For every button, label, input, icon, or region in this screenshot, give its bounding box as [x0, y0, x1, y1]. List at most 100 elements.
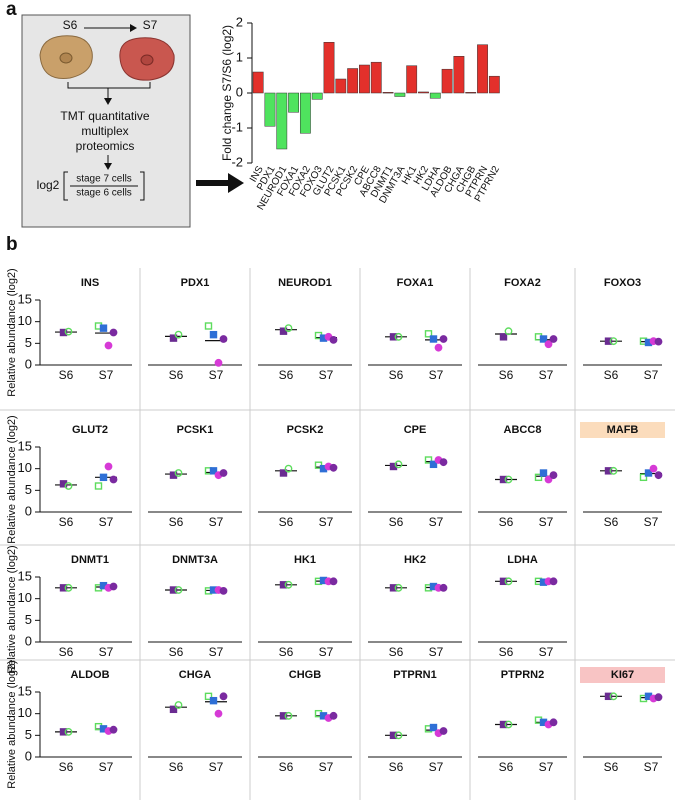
nucleus [59, 52, 73, 64]
data-point [284, 580, 293, 589]
data-point [504, 720, 513, 729]
big-arrow [196, 173, 244, 193]
data-point [389, 731, 398, 740]
y-axis-label: Relative abundance (log2) [6, 660, 18, 788]
bracket [63, 171, 145, 201]
data-point [64, 327, 73, 336]
group-label: S7 [209, 760, 224, 774]
data-point [549, 335, 558, 343]
group-label: S6 [389, 645, 404, 659]
y-tick-label: 5 [25, 335, 32, 350]
bar [465, 92, 477, 94]
data-point [534, 473, 543, 482]
panel-title: PCSK2 [287, 424, 324, 436]
data-point [174, 701, 183, 709]
y-tick-label: 15 [18, 568, 32, 583]
y-tick-label: 0 [25, 356, 32, 371]
data-point [544, 475, 553, 484]
data-point [394, 332, 403, 341]
group-label: S7 [429, 368, 444, 382]
data-point [329, 335, 338, 344]
bar [418, 91, 429, 94]
data-point [434, 343, 443, 352]
data-point [209, 330, 218, 339]
bar [394, 92, 406, 97]
y-tick-label: 15 [18, 683, 32, 698]
bar [299, 92, 311, 134]
data-point [609, 692, 618, 701]
bar [335, 78, 347, 94]
bar [488, 75, 500, 94]
method-text: TMT quantitative [60, 109, 149, 123]
data-point [549, 718, 558, 727]
group-label: S6 [169, 515, 184, 529]
group-label: S7 [99, 645, 114, 659]
group-label: S6 [499, 645, 514, 659]
data-point [279, 581, 288, 589]
bar [477, 44, 488, 94]
group-label: S6 [59, 515, 74, 529]
group-label: S7 [319, 645, 334, 659]
panel-title: HK1 [294, 554, 316, 566]
bar [276, 92, 288, 150]
panel-title: CPE [404, 424, 427, 436]
data-point [439, 335, 448, 343]
bar [323, 42, 335, 94]
group-label: S6 [389, 368, 404, 382]
data-point [109, 475, 118, 484]
panel-title: HK2 [404, 554, 426, 566]
y-tick-label: 10 [18, 590, 32, 605]
data-point [204, 692, 213, 701]
data-point [64, 583, 73, 592]
data-point [504, 577, 513, 586]
panel-title: ABCC8 [504, 424, 542, 436]
panel-title: INS [81, 277, 99, 289]
data-point [609, 337, 618, 346]
group-label: S6 [499, 515, 514, 529]
data-point [219, 469, 228, 477]
data-point [59, 584, 68, 592]
data-point [169, 586, 178, 594]
panel-title: CHGB [289, 669, 321, 681]
group-label: S6 [389, 760, 404, 774]
data-point [99, 473, 108, 482]
data-point [604, 337, 613, 345]
data-point [169, 334, 178, 342]
y-tick-label: 0 [25, 748, 32, 763]
bar [311, 92, 323, 100]
group-label: S6 [389, 515, 404, 529]
data-point [99, 324, 108, 332]
panel-title: DNMT3A [172, 554, 218, 566]
data-point [549, 471, 558, 480]
title-highlight [580, 422, 665, 438]
y-tick-label: 5 [25, 612, 32, 627]
y-axis-label: Relative abundance (log2) [6, 545, 18, 673]
data-point [389, 584, 398, 592]
group-label: S6 [279, 645, 294, 659]
group-label: S6 [499, 760, 514, 774]
group-label: S7 [539, 760, 554, 774]
data-point [604, 467, 613, 475]
data-point [424, 330, 433, 338]
panel-title: ALDOB [70, 669, 109, 681]
data-point [219, 692, 228, 701]
y-tick-label: 0 [25, 503, 32, 518]
data-point [284, 711, 293, 720]
y-tick-label: 15 [18, 291, 32, 306]
y-tick-label: 1 [236, 49, 243, 64]
data-point [549, 577, 558, 586]
panel-title: LDHA [507, 554, 538, 566]
group-label: S7 [319, 368, 334, 382]
data-point [654, 471, 663, 480]
workflow-diagram: S6 S7 TMT quantitative multiplex proteom… [21, 14, 244, 228]
group-label: S7 [99, 760, 114, 774]
data-point [649, 464, 658, 473]
panel-title: PDX1 [181, 277, 210, 289]
group-label: S6 [59, 645, 74, 659]
data-point [499, 475, 508, 484]
data-point [439, 727, 448, 735]
panel-label: a [6, 0, 17, 20]
y-tick-label: 5 [25, 482, 32, 497]
stage-label: S6 [63, 18, 78, 32]
